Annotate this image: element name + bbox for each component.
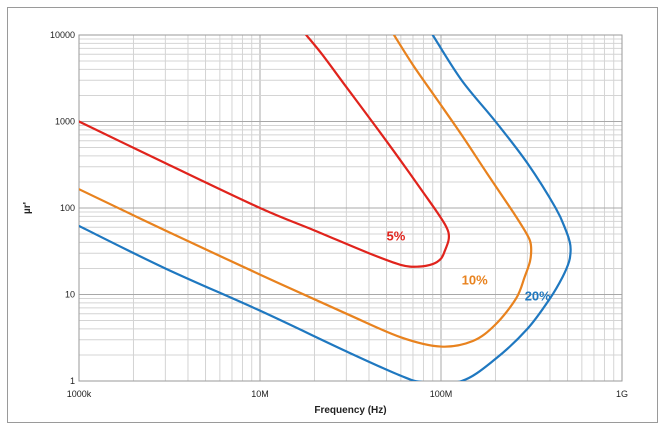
series-line-10-percent xyxy=(79,35,533,348)
series-label-5-percent: 5% xyxy=(387,229,406,244)
y-axis-title: µr' xyxy=(22,202,33,214)
series-lines xyxy=(79,35,572,381)
series-label-10-percent: 10% xyxy=(462,273,488,288)
x-tick-label: 1G xyxy=(616,389,628,399)
x-axis-title: Frequency (Hz) xyxy=(314,405,386,416)
y-tick-labels: 1 10 100 1000 10000 xyxy=(50,30,75,386)
chart-frame: 1000k 10M 100M 1G 1 10 100 1000 10000 5% 10% 20% … xyxy=(7,7,658,423)
y-tick-label: 1 xyxy=(70,376,75,386)
plot-area-border xyxy=(78,34,623,382)
series-line-20-percent xyxy=(79,35,572,381)
x-tick-label: 10M xyxy=(251,389,269,399)
series-line-5-percent xyxy=(79,35,451,268)
x-tick-label: 100M xyxy=(430,389,453,399)
y-tick-label: 10000 xyxy=(50,30,75,40)
x-tick-labels: 1000k 10M 100M 1G xyxy=(67,389,628,399)
grid-lines xyxy=(78,35,622,382)
series-labels: 5% 10% 20% xyxy=(387,229,552,304)
y-tick-label: 1000 xyxy=(55,117,75,127)
y-tick-label: 100 xyxy=(60,203,75,213)
y-tick-label: 10 xyxy=(65,290,75,300)
x-tick-label: 1000k xyxy=(67,389,92,399)
series-label-20-percent: 20% xyxy=(525,289,551,304)
